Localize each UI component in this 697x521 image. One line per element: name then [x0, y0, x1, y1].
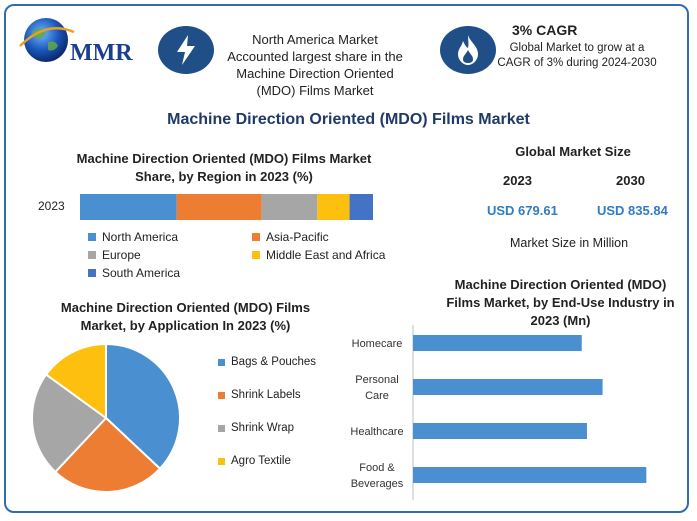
legend-shrink-labels: Shrink Labels — [218, 389, 301, 401]
info-left-text: North America Market Accounted largest s… — [227, 32, 403, 98]
legend-swatch — [218, 358, 225, 366]
flame-icon — [458, 35, 478, 65]
enduse-chart-title: Machine Direction Oriented (MDO) Films M… — [446, 277, 675, 328]
legend-label: Asia-Pacific — [266, 230, 329, 244]
legend-label: North America — [102, 230, 179, 244]
legend-asia-pacific: Asia-Pacific — [252, 230, 329, 244]
legend-label: Shrink Labels — [231, 389, 301, 401]
enduse-bar-homecare — [413, 335, 582, 351]
legend-label: Middle East and Africa — [266, 248, 386, 262]
enduse-bar-food-beverages — [413, 467, 647, 483]
enduse-bar-chart: Homecare Personal Care Healthcare Food & Beve… — [350, 325, 647, 500]
legend-label: South America — [102, 266, 181, 280]
legend-swatch — [88, 233, 96, 241]
market-size-title: Global Market Size — [515, 144, 631, 159]
legend-label: Bags & Pouches — [231, 356, 317, 368]
region-chart-title: Machine Direction Oriented (MDO) Films M… — [76, 151, 372, 184]
cagr-text: Global Market to grow at a CAGR of 3% du… — [497, 42, 657, 69]
enduse-category-label-healthcare: Healthcare — [350, 426, 403, 438]
region-bar-segment-asia-pacific — [176, 194, 262, 220]
legend-swatch — [88, 269, 96, 277]
logo: MMR — [14, 12, 144, 72]
lightning-badge — [158, 26, 214, 74]
application-pie — [31, 342, 181, 493]
application-chart-title: Machine Direction Oriented (MDO) Films M… — [60, 300, 311, 333]
region-bar-segment-middle-east-and-africa — [317, 194, 350, 220]
legend-label: Europe — [102, 248, 141, 262]
legend-south-america: South America — [88, 266, 180, 280]
flame-badge — [440, 26, 496, 74]
legend-swatch — [218, 391, 225, 399]
legend-shrink-wrap: Shrink Wrap — [218, 422, 294, 434]
legend-bags-pouches: Bags & Pouches — [218, 356, 316, 368]
legend-swatch — [252, 251, 260, 259]
pie-slice-bags-pouches — [105, 342, 181, 471]
legend-swatch — [218, 424, 225, 432]
market-size-year2: 2030 — [616, 173, 645, 188]
enduse-bar-personal-care — [413, 379, 603, 395]
legend-middle-east-and-africa: Middle East and Africa — [252, 248, 385, 262]
pie-slice-shrink-wrap — [31, 373, 108, 474]
legend-agro-textile: Agro Textile — [218, 455, 291, 467]
region-stacked-bar — [80, 194, 373, 220]
legend-swatch — [252, 233, 260, 241]
cagr-title: 3% CAGR — [512, 22, 578, 38]
pie-slice-shrink-labels — [53, 416, 162, 493]
globe-logo-icon — [19, 18, 75, 62]
enduse-category-label-homecare: Homecare — [352, 338, 403, 350]
enduse-category-label-food-beverages: Food & Beverages — [351, 462, 404, 490]
market-size-value1: USD 679.61 — [487, 203, 558, 218]
region-chart-category: 2023 — [38, 199, 65, 213]
legend-label: Agro Textile — [231, 455, 291, 467]
legend-north-america: North America — [88, 230, 178, 244]
main-title: Machine Direction Oriented (MDO) Films M… — [167, 111, 530, 128]
pie-slice-agro-textile — [44, 342, 107, 420]
region-bar-segment-south-america — [349, 194, 373, 220]
market-size-value2: USD 835.84 — [597, 203, 668, 218]
market-size-unit: Market Size in Million — [510, 236, 629, 250]
page-frame — [4, 4, 689, 513]
enduse-category-label-personal-care: Personal Care — [355, 374, 398, 402]
legend-europe: Europe — [88, 248, 141, 262]
region-bar-segment-europe — [261, 194, 318, 220]
legend-swatch — [218, 457, 225, 465]
logo-text: MMR — [70, 40, 133, 66]
lightning-icon — [177, 35, 195, 65]
region-bar-segment-north-america — [80, 194, 177, 220]
legend-label: Shrink Wrap — [231, 422, 295, 434]
market-size-year1: 2023 — [503, 173, 532, 188]
legend-swatch — [88, 251, 96, 259]
enduse-bar-healthcare — [413, 423, 587, 439]
